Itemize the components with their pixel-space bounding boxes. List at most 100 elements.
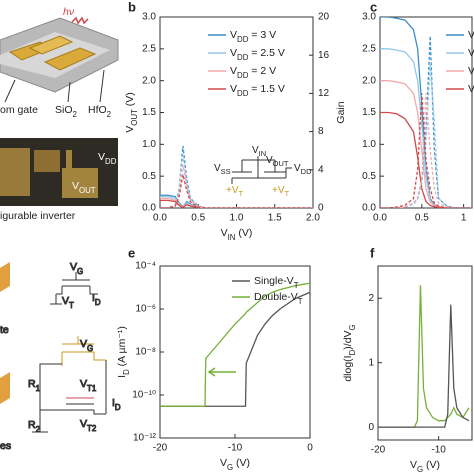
y-tick-label: 1 [368,357,374,368]
y-tick-label: 2.5 [362,43,376,54]
gain-line [380,36,472,208]
text-part: SiO [55,104,73,116]
caption: es [0,440,11,452]
text-part: Single-V [254,275,294,287]
terminal-label: VT [62,295,74,310]
device-icon [0,262,10,292]
data-line [160,291,310,407]
data-line [378,304,470,428]
x-tick-label: 0.5 [415,213,429,224]
y-tick-label: 10⁻¹⁰ [132,390,156,401]
y-tick-label: 0.5 [142,171,156,182]
text-part: +V [272,185,285,196]
y-axis-label: VOUT (V) [124,92,139,133]
text-part: V [72,180,79,192]
text-part: T2 [87,424,96,433]
terminal-label: ID [112,397,121,412]
legend-label: VDD = 3 V [230,29,276,44]
data-line [160,282,310,407]
text-part: D [122,369,131,375]
y-tick-label: 2.0 [142,75,156,86]
text-part: DD [301,167,312,176]
shift-arrow [207,367,236,377]
x-tick-label: -20 [371,445,386,456]
text-part: (V) [235,227,252,239]
x-axis-label: VG (V) [220,457,250,472]
legend-label: VDD = 1.5 V [230,83,285,98]
text-part: DD [237,35,249,44]
terminal-label: VT1 [80,378,96,393]
y-tick-label: 0.0 [362,203,376,214]
y-tick-label: 0.5 [362,171,376,182]
y-tick-label: 1.0 [142,139,156,150]
text-part: V [70,261,77,273]
legend-label: VDD = 2.5 V [230,47,285,62]
data-line [380,111,472,208]
text-part: V [220,457,227,469]
text-part: V [214,163,221,174]
y-tick-label: 10⁻⁴ [135,261,156,272]
y-tick-label: 2.0 [362,75,376,86]
y2-axis-label: Gain [335,101,347,123]
y-tick-label: 1.5 [142,107,156,118]
y2-tick-label: 4 [318,164,324,175]
plot-area [160,145,313,208]
text-part: +V [226,185,239,196]
text-part: 2 [73,110,77,119]
y-tick-label: 0.0 [142,203,156,214]
text-part: IN [259,149,267,158]
data-line [380,80,472,208]
text-part: V [62,295,69,307]
y-axis-label: ID (A µm⁻¹) [116,326,131,378]
resistor-label: R1 [28,378,40,393]
gain-line [160,155,313,208]
legend-label: V [468,29,474,41]
x-tick-label: 1.0 [230,213,244,224]
x-tick-label: 2.0 [306,213,320,224]
text-part: (A µm⁻¹) [116,326,128,369]
x-tick-label: 0 [307,443,313,454]
text-part: dlog(I [342,355,354,381]
y-tick-label: 3.0 [362,12,376,23]
y2-tick-label: 0 [318,203,324,214]
text-part: V [80,378,87,390]
plot-area [380,17,472,208]
layer-label: SiO2 [55,104,77,119]
text-part: D [348,349,357,355]
pointer [67,81,71,103]
text-part: DD [237,71,249,80]
device-illustration: hν om gate SiO2 HfO2 [0,6,119,119]
pointer [99,69,105,103]
x-tick-label: -10 [431,445,446,456]
transistor [61,336,106,366]
text-part: G [227,463,233,472]
text-part: V [230,83,237,95]
x-tick-label: -20 [153,443,168,454]
text-part: DD [237,53,249,62]
text-part: Double-V [254,291,298,303]
text-part: G [87,344,93,353]
text-part: T [69,301,74,310]
panel-label: f [370,245,375,260]
caption: te [0,324,9,336]
x-tick-label: 0.0 [153,213,167,224]
text-part: V [230,65,237,77]
x-tick-label: 0.0 [373,213,387,224]
text-part: V [221,227,228,239]
text-part: R [28,378,36,390]
light-label: hν [63,6,75,18]
annotation: +VT [226,185,244,199]
x-tick-label: 0.5 [191,213,205,224]
caption: igurable inverter [0,210,76,222]
panel-label: c [370,0,377,14]
terminal-label: VT2 [80,418,96,433]
x-axis-label: VIN (V) [221,227,253,242]
annotation: VIN [252,145,266,159]
text-part: T [294,281,299,290]
pad [62,168,98,198]
text-part: HfO [88,104,107,116]
text-part: V [124,126,136,133]
y-axis-label: dlog(ID)/dVG [342,324,357,381]
text-part: T [298,297,303,306]
